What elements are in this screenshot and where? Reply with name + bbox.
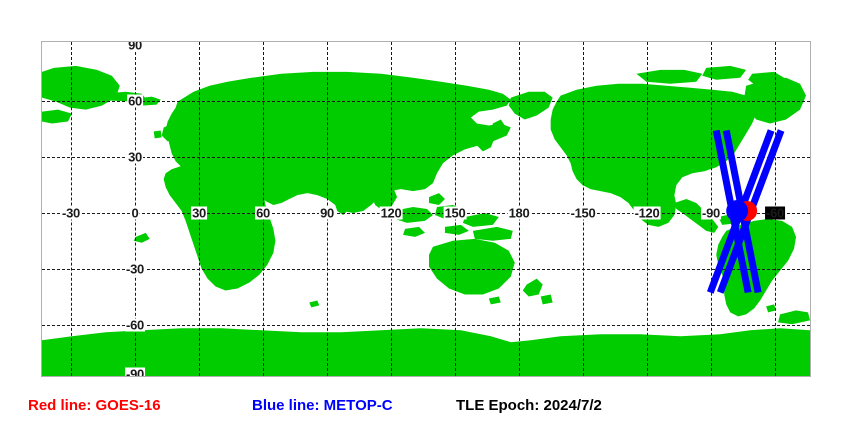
land-masses <box>42 65 810 376</box>
lat-tick-30: 30 <box>127 149 143 165</box>
lon-tick-60: 60 <box>255 205 271 221</box>
lat-tick-90: 90 <box>127 42 143 52</box>
lon-tick-150: 150 <box>443 205 467 221</box>
lon-tick--90: -90 <box>701 205 721 221</box>
world-map: -30 0 30 60 90 120 150 180 -150 -120 -90… <box>41 41 811 377</box>
lon-tick-30: 30 <box>191 205 207 221</box>
legend: Red line: GOES-16 Blue line: METOP-C TLE… <box>0 396 850 420</box>
lon-tick-180: 180 <box>507 205 531 221</box>
legend-goes16: Red line: GOES-16 <box>28 397 161 414</box>
lon-tick--120: -120 <box>633 205 661 221</box>
lat-tick--30: -30 <box>125 261 145 277</box>
lon-tick--150: -150 <box>569 205 597 221</box>
lat-tick--60: -60 <box>125 317 145 333</box>
legend-metopc: Blue line: METOP-C <box>252 397 393 414</box>
lon-tick--60: -60 <box>765 205 785 221</box>
lon-tick--30: -30 <box>61 205 81 221</box>
lat-tick--90: -90 <box>125 367 145 376</box>
legend-tle-epoch: TLE Epoch: 2024/7/2 <box>456 397 602 414</box>
lon-tick-120: 120 <box>379 205 403 221</box>
lat-tick-0: 0 <box>130 205 140 221</box>
lat-tick-60: 60 <box>127 93 143 109</box>
lon-tick-90: 90 <box>319 205 335 221</box>
